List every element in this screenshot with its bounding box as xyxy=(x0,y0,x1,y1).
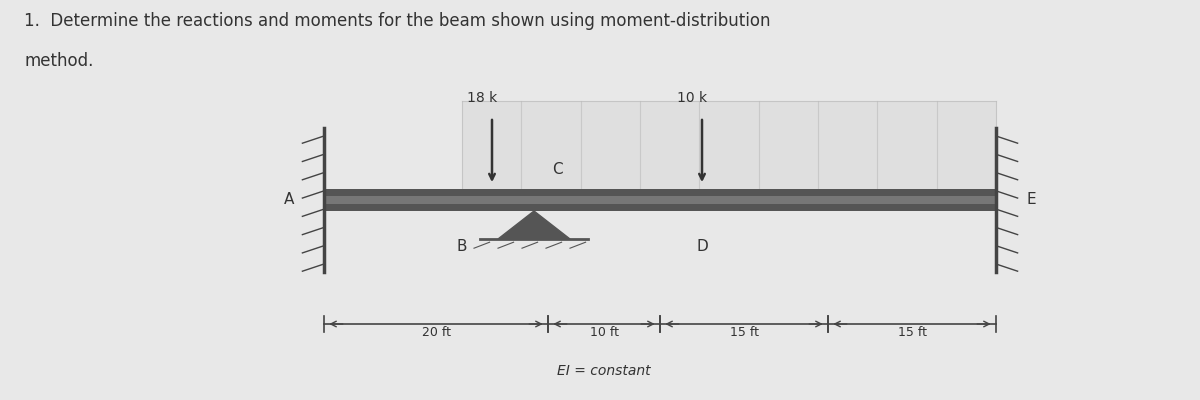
Text: 10 ft: 10 ft xyxy=(589,326,618,339)
Text: 20 ft: 20 ft xyxy=(421,326,450,339)
Text: 18 k: 18 k xyxy=(467,91,498,105)
Polygon shape xyxy=(498,211,570,239)
Text: B: B xyxy=(457,239,467,254)
Text: 10 k: 10 k xyxy=(677,91,708,105)
Bar xyxy=(324,196,996,204)
Text: C: C xyxy=(552,162,563,177)
Text: method.: method. xyxy=(24,52,94,70)
Bar xyxy=(324,189,996,211)
Text: 15 ft: 15 ft xyxy=(730,326,758,339)
Text: 1.  Determine the reactions and moments for the beam shown using moment-distribu: 1. Determine the reactions and moments f… xyxy=(24,12,770,30)
Text: D: D xyxy=(696,239,708,254)
Text: EI = constant: EI = constant xyxy=(557,364,650,378)
Bar xyxy=(462,101,996,189)
Text: A: A xyxy=(283,192,294,208)
Text: 15 ft: 15 ft xyxy=(898,326,926,339)
Text: E: E xyxy=(1026,192,1036,208)
